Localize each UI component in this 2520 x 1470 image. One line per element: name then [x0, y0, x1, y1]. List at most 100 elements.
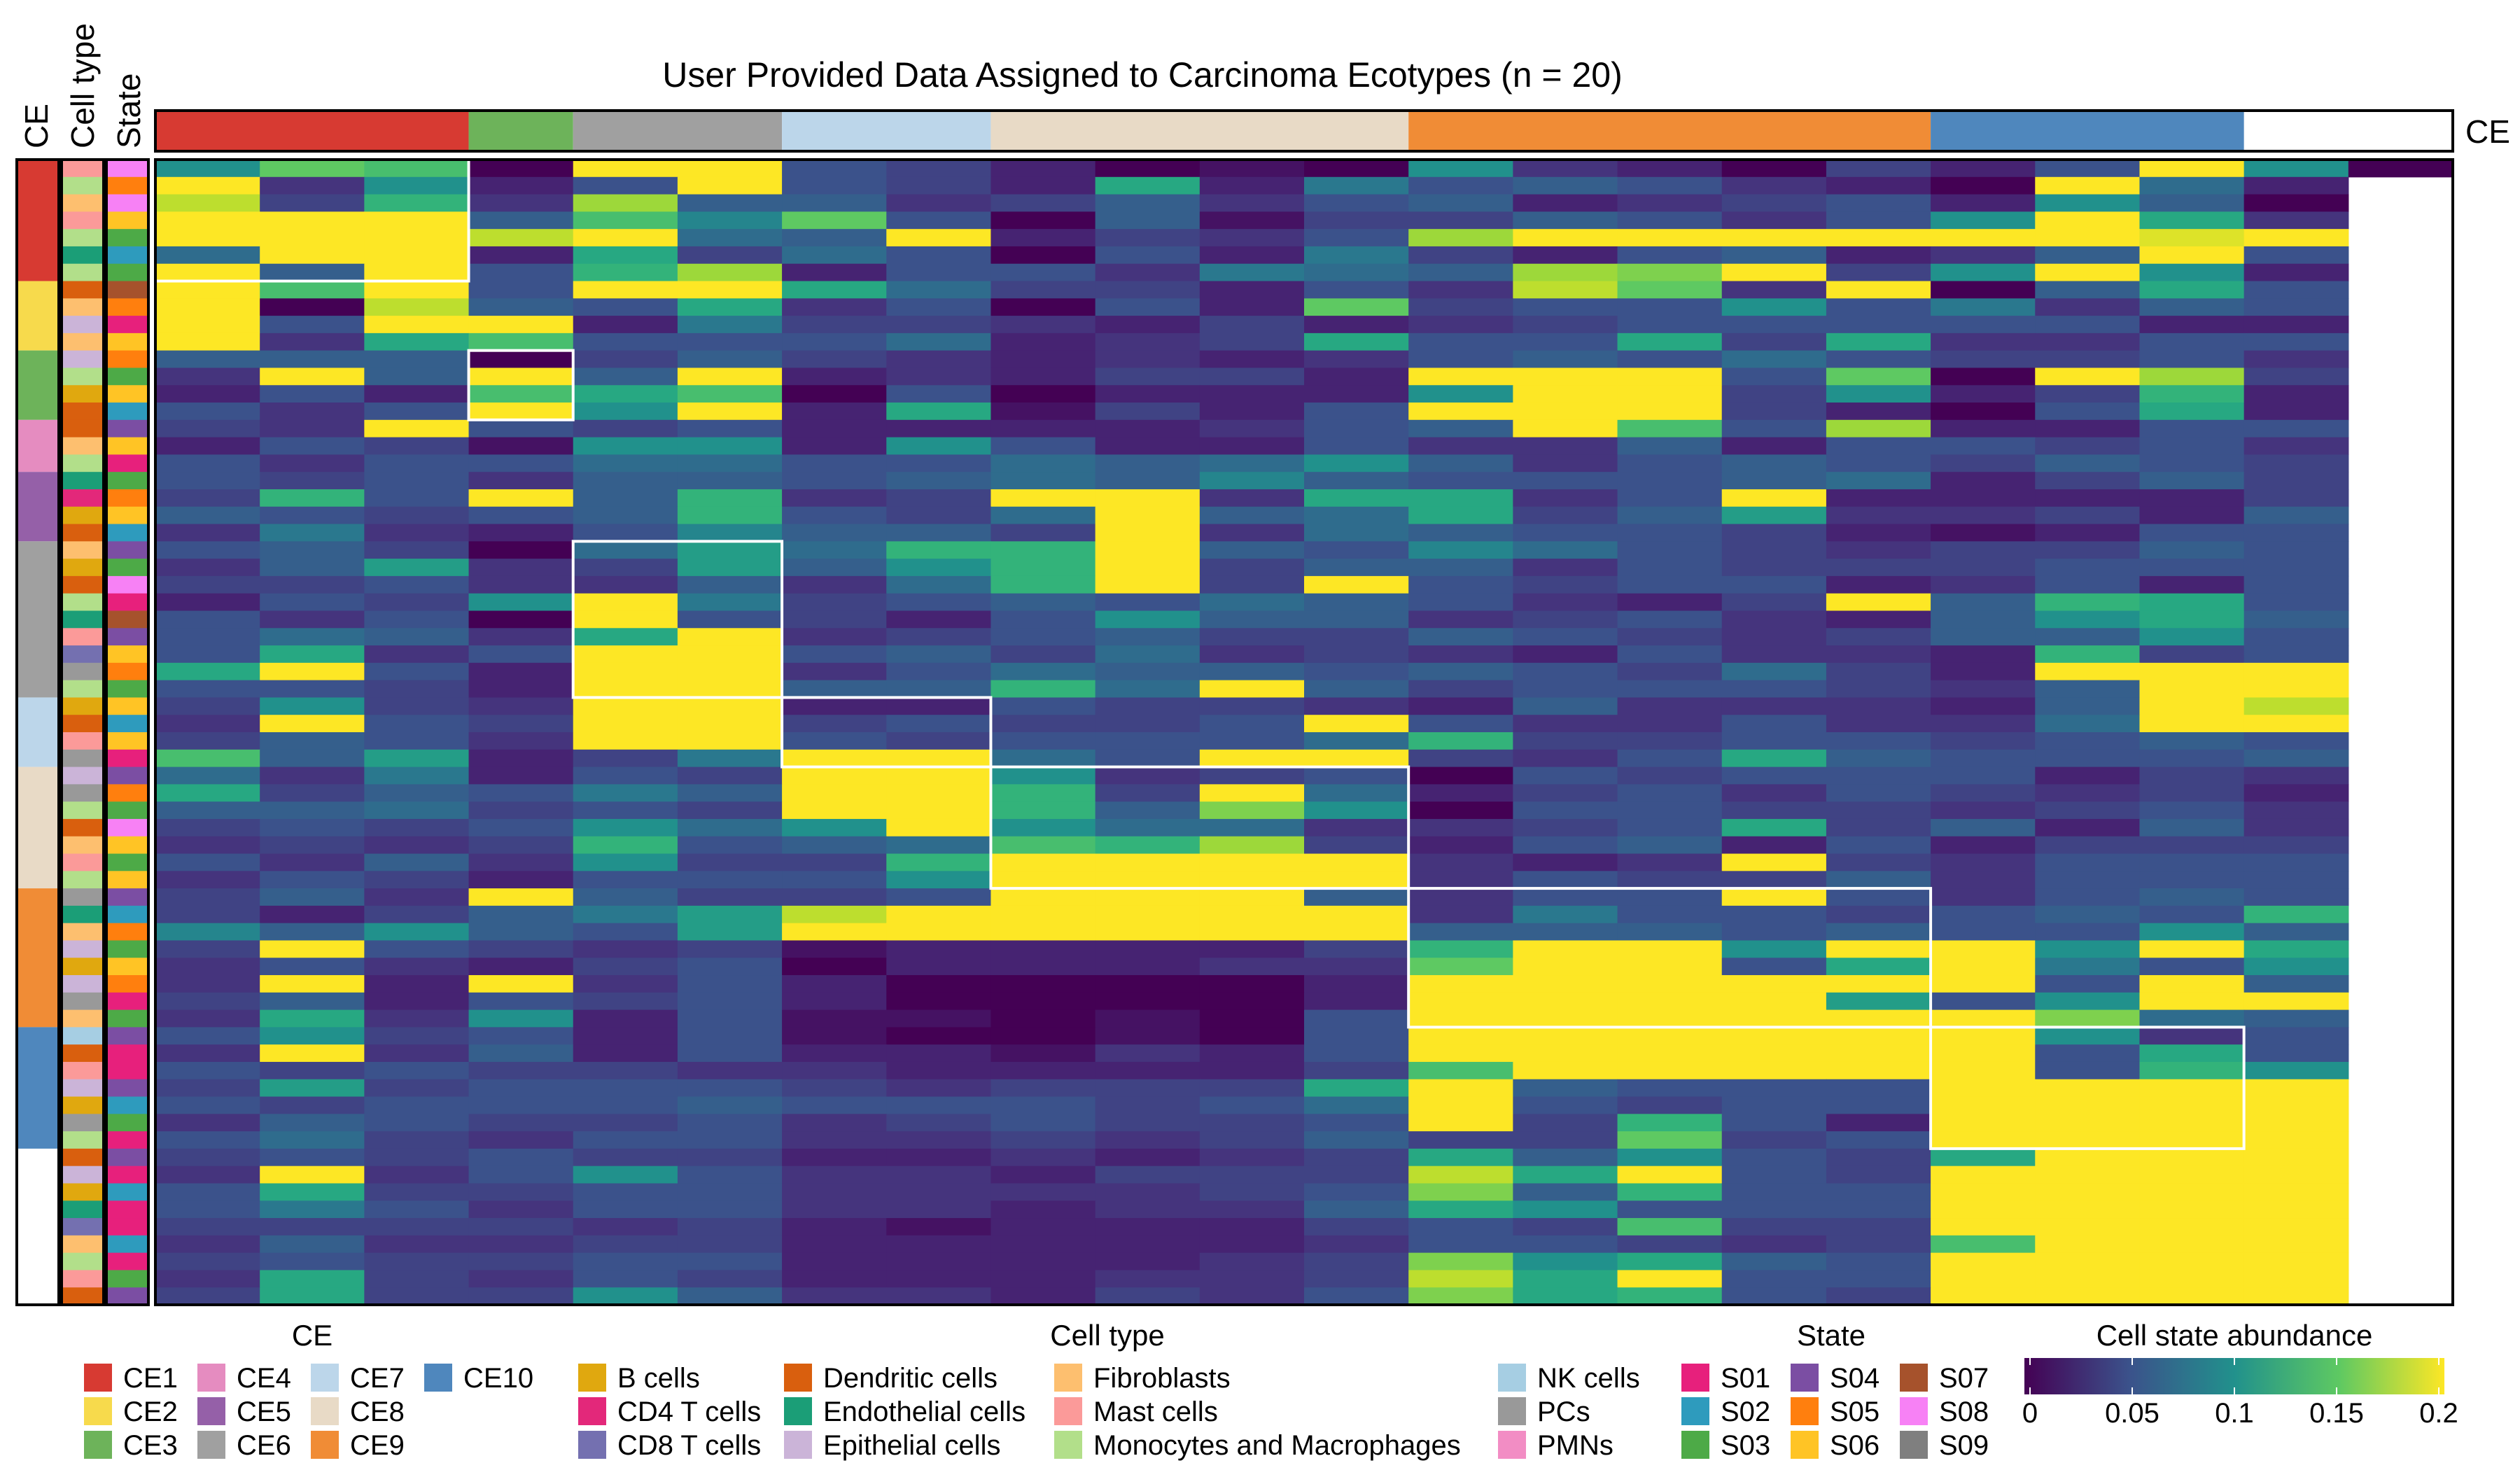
- heatmap-cell: [990, 176, 1096, 195]
- heatmap-cell: [1617, 263, 1723, 282]
- heatmap-cell: [677, 992, 783, 1011]
- heatmap-cell: [1095, 628, 1200, 646]
- heatmap-cell: [1826, 1183, 1931, 1201]
- heatmap-cell: [468, 402, 574, 421]
- heatmap-cell: [260, 680, 365, 699]
- heatmap-cell: [1408, 628, 1513, 646]
- heatmap-cell: [573, 784, 678, 802]
- heatmap-cell: [1199, 628, 1305, 646]
- heatmap-cell: [1513, 541, 1618, 559]
- heatmap-cell: [1408, 332, 1513, 351]
- heatmap-cell: [2139, 1235, 2245, 1254]
- heatmap-cell: [990, 610, 1096, 629]
- heatmap-cell: [1617, 992, 1723, 1011]
- heatmap-cell: [1513, 628, 1618, 646]
- heatmap-cell: [2035, 575, 2141, 594]
- heatmap-cell: [1721, 506, 1827, 525]
- heatmap-cell: [1304, 871, 1409, 889]
- heatmap-cell: [677, 332, 783, 351]
- heatmap-cell: [468, 992, 574, 1011]
- heatmap-cell: [886, 160, 992, 178]
- heatmap-cell: [2139, 454, 2245, 472]
- heatmap-cell: [260, 766, 365, 785]
- heatmap-cell: [1095, 437, 1200, 455]
- heatmap-cell: [1826, 524, 1931, 542]
- heatmap-cell: [1513, 176, 1618, 195]
- heatmap-cell: [2139, 489, 2245, 507]
- colorbar-tick-label: 0.2: [2419, 1398, 2458, 1429]
- heatmap-cell: [1408, 316, 1513, 334]
- heatmap-cell: [1408, 593, 1513, 612]
- heatmap-cell: [886, 316, 992, 334]
- legend-swatch: [1681, 1431, 1709, 1459]
- row-cell-type-swatch: [62, 871, 104, 889]
- heatmap-cell: [1826, 211, 1931, 230]
- heatmap-cell: [990, 836, 1096, 855]
- heatmap-cell: [2244, 766, 2349, 785]
- heatmap-cell: [2139, 160, 2245, 178]
- heatmap-cell: [364, 992, 470, 1011]
- heatmap-cell: [886, 1061, 992, 1080]
- heatmap-cell: [1199, 1200, 1305, 1219]
- heatmap-cell: [1513, 281, 1618, 299]
- heatmap-cell: [155, 888, 260, 906]
- heatmap-cell: [886, 1183, 992, 1201]
- legend-label: CD4 T cells: [617, 1396, 761, 1427]
- heatmap-cell: [1513, 1235, 1618, 1254]
- heatmap-cell: [2244, 1235, 2349, 1254]
- heatmap-cell: [364, 645, 470, 664]
- heatmap-cell: [2035, 541, 2141, 559]
- heatmap-cell: [2139, 871, 2245, 889]
- heatmap-cell: [260, 160, 365, 178]
- heatmap-cell: [2244, 194, 2349, 212]
- heatmap-cell: [990, 1027, 1096, 1045]
- heatmap-cell: [886, 281, 992, 299]
- heatmap-cell: [1199, 958, 1305, 976]
- heatmap-cell: [1199, 1270, 1305, 1288]
- heatmap-cell: [1721, 332, 1827, 351]
- heatmap-cell: [1304, 749, 1409, 768]
- heatmap-cell: [2139, 1061, 2245, 1080]
- heatmap-cell: [2244, 332, 2349, 351]
- heatmap-cell: [573, 524, 678, 542]
- heatmap-cell: [1826, 575, 1931, 594]
- heatmap-cell: [782, 437, 887, 455]
- heatmap-cell: [1721, 871, 1827, 889]
- heatmap-cell: [155, 610, 260, 629]
- heatmap-cell: [677, 246, 783, 265]
- heatmap-cell: [2035, 1183, 2141, 1201]
- heatmap-cell: [1304, 992, 1409, 1011]
- legend-label: Endothelial cells: [823, 1396, 1026, 1427]
- row-cell-type-swatch: [62, 905, 104, 924]
- heatmap-cell: [886, 1235, 992, 1254]
- row-cell-type-swatch: [62, 1166, 104, 1184]
- heatmap-cell: [1931, 575, 2036, 594]
- legend-title-cell-type: Cell type: [1050, 1319, 1164, 1352]
- heatmap-cell: [468, 853, 574, 872]
- heatmap-cell: [2139, 888, 2245, 906]
- heatmap-cell: [1931, 645, 2036, 664]
- heatmap-cell: [782, 160, 887, 178]
- heatmap-cell: [1617, 766, 1723, 785]
- heatmap-cell: [2035, 1148, 2141, 1167]
- heatmap-cell: [2035, 853, 2141, 872]
- heatmap-cell: [2244, 1114, 2349, 1132]
- heatmap-cell: [1304, 368, 1409, 386]
- heatmap-cell: [677, 593, 783, 612]
- heatmap-cell: [1931, 871, 2036, 889]
- heatmap-cell: [1199, 697, 1305, 715]
- heatmap-cell: [468, 905, 574, 924]
- heatmap-cell: [468, 298, 574, 316]
- heatmap-cell: [2244, 610, 2349, 629]
- heatmap-cell: [1199, 194, 1305, 212]
- heatmap-cell: [573, 802, 678, 820]
- heatmap-cell: [573, 697, 678, 715]
- heatmap-cell: [1617, 853, 1723, 872]
- heatmap-cell: [2139, 680, 2245, 699]
- heatmap-cell: [677, 1287, 783, 1306]
- heatmap-cell: [155, 1218, 260, 1236]
- heatmap-cell: [468, 680, 574, 699]
- heatmap-cell: [1617, 1061, 1723, 1080]
- heatmap-cell: [1931, 836, 2036, 855]
